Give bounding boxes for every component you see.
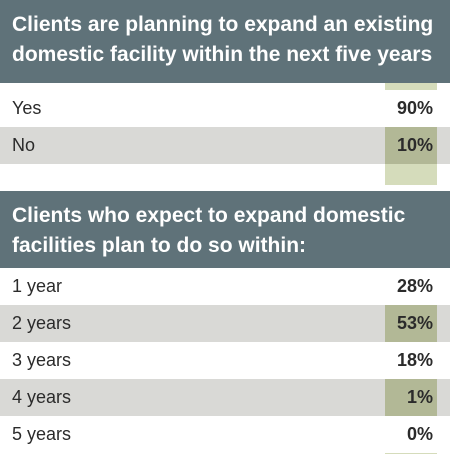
- row-value: 28%: [396, 276, 433, 296]
- row-label: 2 years: [12, 313, 72, 333]
- section-1-title: Clients are planning to expand an existi…: [0, 0, 450, 83]
- table-row: Yes: [0, 90, 450, 127]
- row-value: 90%: [396, 98, 433, 118]
- row-value: 53%: [385, 305, 437, 342]
- table-row: No: [0, 127, 450, 164]
- row-label: Yes: [12, 98, 42, 118]
- row-label: No: [12, 135, 36, 155]
- table-row: 2 years: [0, 305, 450, 342]
- table-row: 1 year: [0, 268, 450, 305]
- row-value: 10%: [385, 127, 437, 164]
- table-row: 4 years: [0, 379, 450, 416]
- section-2-title: Clients who expect to expand domestic fa…: [0, 191, 450, 268]
- row-value: 18%: [396, 350, 433, 370]
- table-row: 3 years: [0, 342, 450, 379]
- table-row: 5 years: [0, 416, 450, 453]
- row-label: 1 year: [12, 276, 63, 296]
- row-value: 0%: [406, 424, 433, 444]
- row-value: 1%: [385, 379, 437, 416]
- row-label: 4 years: [12, 387, 72, 407]
- row-label: 3 years: [12, 350, 72, 370]
- row-label: 5 years: [12, 424, 72, 444]
